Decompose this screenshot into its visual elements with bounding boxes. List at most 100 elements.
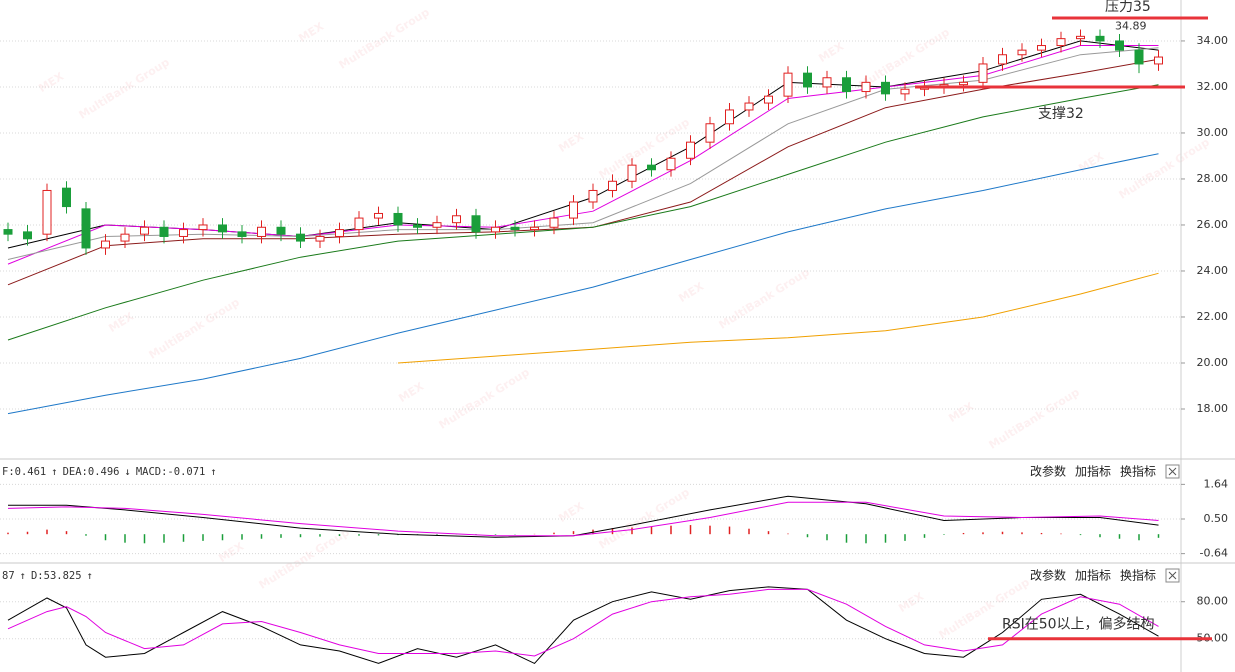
- indicator-button[interactable]: 加指标: [1075, 464, 1111, 479]
- candle-body: [1134, 49, 1144, 65]
- candle-body: [530, 226, 539, 231]
- candle-body: [3, 229, 13, 235]
- indicator-button[interactable]: 换指标: [1120, 568, 1156, 583]
- y-tick-label: 80.00: [1197, 595, 1229, 608]
- candle-body: [705, 123, 715, 143]
- y-tick-label: 30.00: [1197, 126, 1229, 139]
- y-tick-label: 18.00: [1197, 402, 1229, 415]
- candle-body: [81, 208, 91, 249]
- candle-body: [842, 77, 851, 93]
- candle-body: [393, 212, 403, 226]
- candle-body: [257, 226, 266, 237]
- candle-body: [686, 141, 695, 159]
- indicator-header: ↓: [125, 466, 131, 478]
- candle-body: [627, 164, 637, 182]
- indicator-header: ↑: [20, 570, 26, 582]
- candle-body: [237, 231, 247, 237]
- candle-body: [471, 215, 481, 233]
- indicator-button[interactable]: 换指标: [1120, 464, 1156, 479]
- candle-body: [959, 81, 968, 86]
- indicator-header: ↑: [51, 466, 57, 478]
- indicator-line: [7, 84, 1159, 341]
- candle-body: [647, 164, 656, 171]
- candle-body: [1017, 49, 1027, 56]
- candle-body: [510, 226, 520, 231]
- indicator-line: [397, 272, 1159, 364]
- y-tick-label: 34.00: [1197, 34, 1229, 47]
- candle-body: [120, 233, 130, 242]
- candle-body: [569, 201, 578, 219]
- candle-body: [413, 224, 422, 228]
- candle-body: [1056, 38, 1066, 47]
- candle-body: [296, 233, 305, 242]
- close-icon: [1168, 467, 1177, 476]
- candle-body: [354, 217, 364, 231]
- candle-body: [374, 212, 383, 219]
- candle-body: [1154, 56, 1163, 65]
- indicator-header: DEA:0.496: [63, 466, 120, 478]
- candle-body: [588, 189, 598, 203]
- y-tick-label: -0.64: [1200, 547, 1228, 560]
- candle-body: [978, 63, 988, 83]
- y-tick-label: 32.00: [1197, 80, 1229, 93]
- y-tick-label: 26.00: [1197, 218, 1229, 231]
- candle-body: [725, 109, 734, 125]
- close-icon: [1168, 571, 1177, 580]
- candle-body: [1076, 35, 1085, 40]
- candle-body: [159, 226, 169, 237]
- indicator-button[interactable]: 改参数: [1030, 568, 1066, 583]
- y-tick-label: 50.00: [1197, 632, 1229, 645]
- indicator-button[interactable]: 加指标: [1075, 568, 1111, 583]
- candle-body: [452, 215, 461, 224]
- indicator-header: D:53.825: [31, 570, 82, 582]
- indicator-header: MACD:-0.071: [136, 466, 206, 478]
- candle-body: [998, 54, 1007, 65]
- candle-body: [198, 224, 208, 231]
- indicator-header: ↑: [210, 466, 216, 478]
- candle-body: [608, 180, 617, 191]
- level-label: 支撑32: [1038, 106, 1084, 122]
- candle-body: [140, 226, 149, 235]
- candle-body: [666, 157, 676, 171]
- y-tick-label: 20.00: [1197, 356, 1229, 369]
- candle-body: [861, 81, 871, 93]
- candle-body: [218, 224, 227, 233]
- candle-body: [101, 240, 110, 249]
- level-label: RSI在50以上，偏多结构: [1002, 616, 1155, 633]
- indicator-line: [7, 588, 1159, 657]
- candle-body: [783, 72, 793, 97]
- candle-body: [62, 187, 71, 208]
- indicator-line: [7, 153, 1159, 415]
- indicator-button[interactable]: 改参数: [1030, 464, 1066, 479]
- candle-body: [1037, 45, 1046, 51]
- indicator-header: ↑: [87, 570, 93, 582]
- candle-body: [900, 88, 910, 95]
- y-tick-label: 0.50: [1204, 512, 1229, 525]
- level-label: 压力35: [1105, 0, 1151, 15]
- indicator-line: [8, 495, 1159, 538]
- y-tick-label: 24.00: [1197, 264, 1229, 277]
- candle-body: [549, 217, 559, 228]
- y-tick-label: 1.64: [1204, 477, 1229, 490]
- indicator-line: [7, 586, 1159, 665]
- candle-body: [335, 229, 344, 237]
- indicator-header: F:0.461: [2, 466, 46, 478]
- candle-body: [881, 81, 890, 95]
- candle-body: [822, 77, 832, 88]
- candle-body: [276, 226, 286, 235]
- candle-body: [23, 231, 32, 240]
- y-tick-label: 28.00: [1197, 172, 1229, 185]
- candle-body: [1095, 35, 1105, 42]
- candle-body: [42, 189, 52, 235]
- indicator-line: [7, 501, 1159, 537]
- candle-body: [315, 235, 325, 242]
- indicator-header: 87: [2, 570, 15, 582]
- max-price-label: 34.89: [1115, 19, 1147, 32]
- y-tick-label: 22.00: [1197, 310, 1229, 323]
- candle-body: [432, 222, 442, 228]
- candle-body: [1115, 40, 1124, 51]
- candle-body: [744, 102, 754, 111]
- candle-body: [803, 72, 812, 88]
